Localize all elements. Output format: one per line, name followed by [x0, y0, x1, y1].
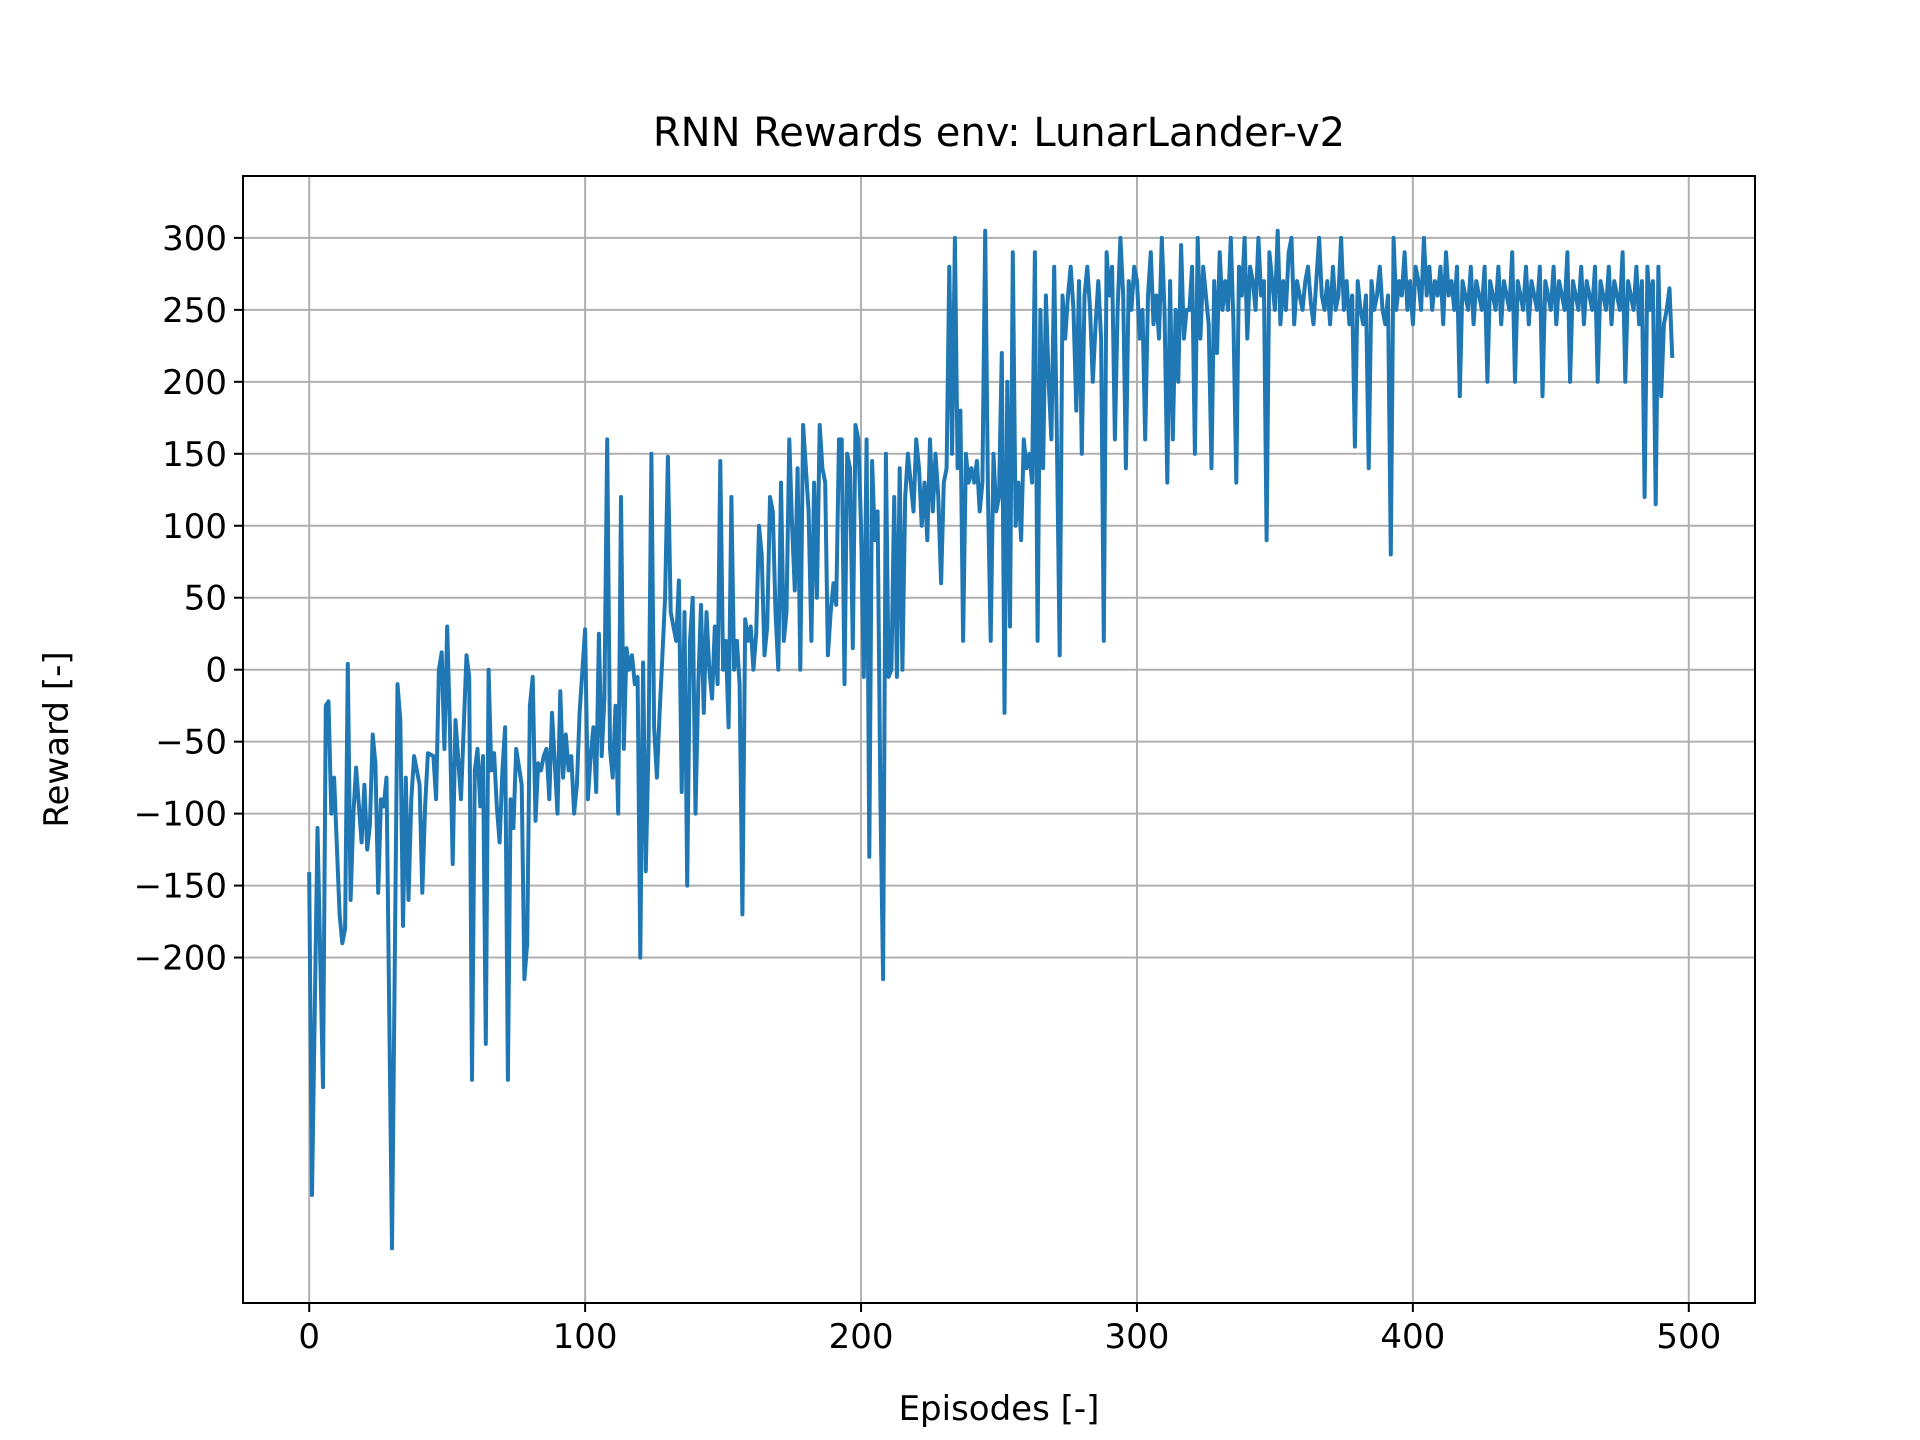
series-area	[307, 228, 1675, 1251]
y-axis-label: Reward [-]	[37, 651, 77, 827]
y-tick-label: 50	[184, 579, 227, 619]
x-tick-label: 0	[298, 1317, 320, 1357]
plot-frame	[242, 175, 1756, 1304]
y-tick-label: 200	[162, 363, 227, 403]
x-tick-label: 300	[1105, 1317, 1170, 1357]
y-tick-label: 250	[162, 291, 227, 331]
y-tick-label: −200	[134, 939, 227, 979]
y-tick-label: 100	[162, 507, 227, 547]
y-tick-label: −100	[134, 795, 227, 835]
chart-title: RNN Rewards env: LunarLander-v2	[653, 110, 1345, 156]
x-tick-label: 200	[829, 1317, 894, 1357]
y-tick-label: 150	[162, 435, 227, 475]
grid-lines	[243, 176, 1755, 1303]
y-tick-label: −150	[134, 867, 227, 907]
y-tick-label: 300	[162, 219, 227, 259]
x-axis-label: Episodes [-]	[899, 1389, 1100, 1429]
x-tick-label: 500	[1656, 1317, 1721, 1357]
axis-ticks: 0 100 200 300 400 500300250200150100500−50−10…	[134, 219, 1722, 1357]
y-tick-label: −50	[155, 723, 227, 763]
y-tick-label: 0	[205, 651, 227, 691]
reward-series-line	[307, 228, 1675, 1251]
x-tick-label: 100	[553, 1317, 618, 1357]
x-tick-label: 400	[1380, 1317, 1445, 1357]
